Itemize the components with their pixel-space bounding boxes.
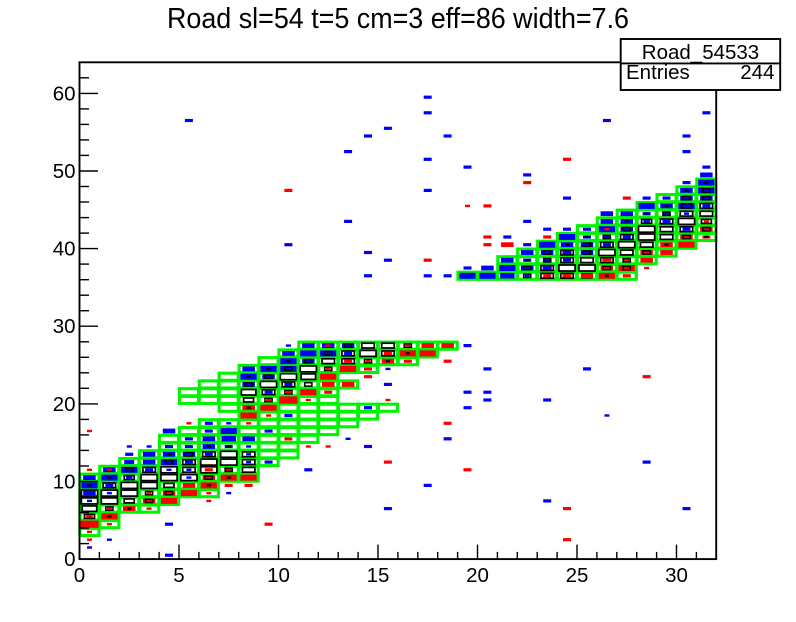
svg-text:10: 10	[53, 471, 76, 494]
svg-text:20: 20	[53, 393, 76, 416]
svg-text:244: 244	[740, 61, 774, 84]
svg-text:20: 20	[466, 564, 489, 587]
svg-text:50: 50	[53, 160, 76, 183]
svg-text:30: 30	[53, 315, 76, 338]
svg-text:10: 10	[267, 564, 290, 587]
svg-text:30: 30	[665, 564, 688, 587]
svg-text:0: 0	[74, 564, 85, 587]
svg-text:Road sl=54 t=5 cm=3 eff=86 wid: Road sl=54 t=5 cm=3 eff=86 width=7.6	[167, 3, 629, 35]
svg-text:0: 0	[64, 548, 75, 571]
svg-text:5: 5	[173, 564, 184, 587]
svg-text:60: 60	[53, 82, 76, 105]
svg-text:15: 15	[367, 564, 390, 587]
svg-text:Road_54533: Road_54533	[642, 41, 759, 64]
svg-text:Entries: Entries	[626, 61, 690, 84]
svg-text:40: 40	[53, 238, 76, 261]
svg-text:25: 25	[566, 564, 589, 587]
